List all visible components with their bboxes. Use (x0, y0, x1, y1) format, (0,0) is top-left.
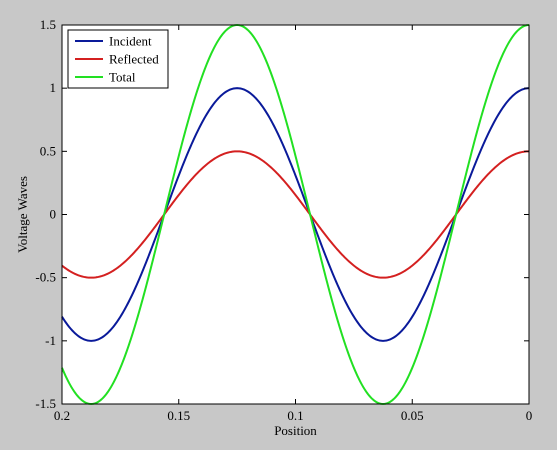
y-tick-label: -1 (45, 333, 56, 348)
y-tick-label: 0 (50, 207, 57, 222)
y-axis-label: Voltage Waves (15, 176, 30, 253)
y-tick-label: 1 (50, 80, 57, 95)
y-tick-label: -1.5 (35, 396, 56, 411)
x-tick-label: 0.1 (287, 408, 303, 423)
x-tick-label: 0.15 (167, 408, 190, 423)
series-line-reflected (61, 150, 530, 279)
y-tick-label: 1.5 (40, 17, 56, 32)
x-tick-label: 0 (526, 408, 533, 423)
legend: Incident Reflected Total (67, 29, 169, 89)
legend-label-reflected: Reflected (109, 52, 159, 67)
y-tick-label: -0.5 (35, 270, 56, 285)
x-tick-label: 0.05 (401, 408, 424, 423)
x-tick-label: 0.2 (54, 408, 70, 423)
legend-label-incident: Incident (109, 34, 152, 49)
legend-label-total: Total (109, 70, 136, 85)
axis-ticks: 0.2 0.15 0.1 0.05 0 -1.5 -1 -0.5 0 0.5 1 1.5 (35, 17, 532, 423)
x-axis-label: Position (274, 423, 317, 438)
series-lines (61, 23, 530, 406)
series-line-total (61, 23, 530, 406)
y-tick-label: 0.5 (40, 143, 56, 158)
series-line-incident (61, 87, 530, 342)
